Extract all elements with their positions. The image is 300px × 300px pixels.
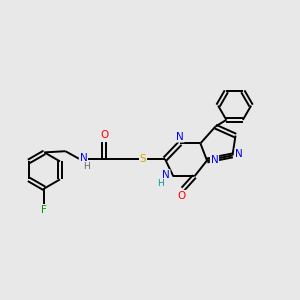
Text: N: N xyxy=(211,154,218,165)
Text: S: S xyxy=(140,154,146,164)
Text: O: O xyxy=(100,130,109,140)
Text: F: F xyxy=(41,205,47,215)
Text: H: H xyxy=(83,162,90,171)
Text: N: N xyxy=(176,132,184,142)
Text: O: O xyxy=(177,190,186,201)
Text: N: N xyxy=(235,149,243,159)
Text: N: N xyxy=(80,153,87,163)
Text: N: N xyxy=(162,170,170,180)
Text: H: H xyxy=(158,178,164,188)
